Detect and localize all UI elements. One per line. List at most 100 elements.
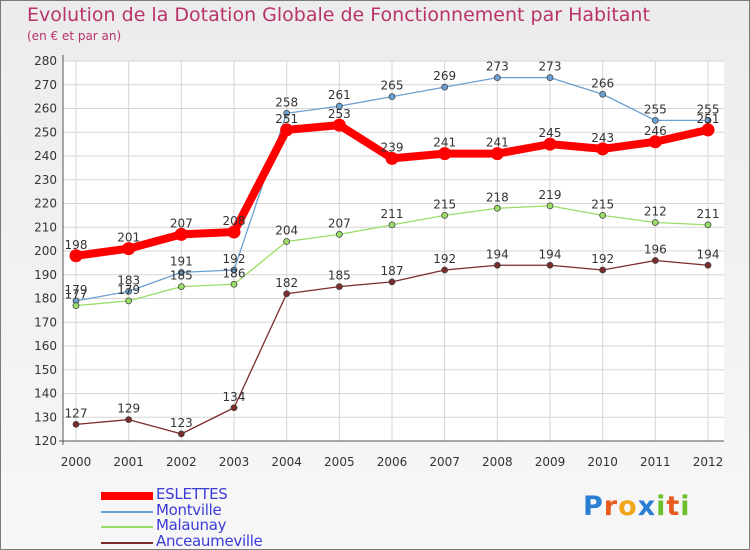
- data-label-malaunay: 186: [223, 266, 246, 280]
- proxiti-logo: Proxiti: [583, 491, 691, 522]
- y-tick-label: 250: [34, 125, 57, 139]
- data-label-montville: 255: [697, 102, 720, 116]
- data-point-anceaumeville: [599, 266, 607, 274]
- data-label-anceaumeville: 194: [539, 247, 562, 261]
- data-point-anceaumeville: [283, 290, 291, 298]
- data-point-malaunay: [546, 202, 554, 210]
- data-label-eslettes: 208: [223, 214, 246, 228]
- y-tick-label: 160: [34, 339, 57, 353]
- data-point-anceaumeville: [704, 261, 712, 269]
- data-point-eslettes: [438, 147, 452, 161]
- data-point-anceaumeville: [441, 266, 449, 274]
- data-label-montville: 258: [275, 95, 298, 109]
- logo-letter: P: [583, 491, 604, 522]
- data-label-malaunay: 204: [275, 224, 298, 238]
- x-tick-label: 2002: [166, 455, 197, 469]
- data-point-malaunay: [651, 219, 659, 226]
- data-point-malaunay: [704, 221, 712, 229]
- legend-label-eslettes: ESLETTES: [156, 485, 228, 503]
- legend-label-anceaumeville: Anceaumeville: [156, 532, 263, 550]
- data-label-anceaumeville: 194: [697, 247, 720, 261]
- data-point-montville: [230, 266, 238, 274]
- data-label-anceaumeville: 196: [644, 243, 667, 257]
- data-label-eslettes: 251: [275, 112, 298, 126]
- data-point-montville: [441, 83, 449, 91]
- data-point-anceaumeville: [651, 257, 659, 264]
- data-point-malaunay: [177, 283, 185, 291]
- y-tick-label: 240: [34, 149, 57, 163]
- data-point-eslettes: [280, 123, 294, 137]
- y-tick-label: 230: [34, 173, 57, 187]
- data-point-anceaumeville: [72, 420, 80, 428]
- data-label-eslettes: 239: [381, 140, 404, 154]
- data-label-malaunay: 185: [170, 269, 193, 283]
- data-label-anceaumeville: 129: [117, 402, 140, 416]
- data-point-anceaumeville: [546, 261, 554, 269]
- y-tick-label: 140: [34, 387, 57, 401]
- data-point-eslettes: [227, 225, 241, 239]
- data-label-anceaumeville: 185: [328, 269, 351, 283]
- legend-item-montville: Montville: [101, 501, 301, 519]
- x-tick-label: 2006: [377, 455, 408, 469]
- x-tick-label: 2011: [640, 455, 671, 469]
- data-point-malaunay: [283, 238, 291, 245]
- data-point-anceaumeville: [230, 404, 238, 412]
- logo-letter: i: [656, 491, 667, 522]
- data-point-eslettes: [543, 137, 557, 151]
- data-label-eslettes: 253: [328, 107, 351, 121]
- data-point-anceaumeville: [493, 261, 501, 269]
- logo-letter: x: [637, 491, 657, 522]
- y-tick-label: 220: [34, 197, 57, 211]
- data-label-eslettes: 243: [591, 131, 614, 145]
- data-point-eslettes: [174, 227, 188, 241]
- data-label-anceaumeville: 194: [486, 247, 509, 261]
- x-tick-label: 2001: [113, 455, 144, 469]
- y-tick-label: 200: [34, 244, 57, 258]
- data-point-malaunay: [388, 221, 396, 229]
- data-point-anceaumeville: [388, 278, 396, 286]
- y-tick-label: 190: [34, 268, 57, 282]
- data-point-eslettes: [385, 151, 399, 165]
- x-tick-label: 2004: [271, 455, 302, 469]
- y-tick-label: 120: [34, 434, 57, 448]
- data-label-anceaumeville: 192: [591, 252, 614, 266]
- data-point-malaunay: [72, 302, 80, 310]
- y-tick-label: 150: [34, 363, 57, 377]
- legend-label-montville: Montville: [156, 501, 222, 519]
- data-label-malaunay: 179: [117, 283, 140, 297]
- data-point-montville: [283, 109, 291, 117]
- logo-letter: o: [618, 491, 638, 522]
- y-tick-label: 130: [34, 410, 57, 424]
- data-point-eslettes: [648, 135, 662, 149]
- data-label-malaunay: 177: [65, 288, 88, 302]
- data-label-anceaumeville: 192: [433, 252, 456, 266]
- data-point-montville: [599, 90, 607, 98]
- chart-title: Evolution de la Dotation Globale de Fonc…: [27, 4, 650, 26]
- data-point-malaunay: [493, 204, 501, 212]
- data-label-anceaumeville: 123: [170, 416, 193, 430]
- data-label-montville: 265: [381, 79, 404, 93]
- y-tick-label: 170: [34, 315, 57, 329]
- data-point-anceaumeville: [125, 416, 133, 424]
- data-point-malaunay: [335, 230, 343, 238]
- legend-item-esllettes: ESLETTES: [101, 485, 301, 503]
- logo-letter: t: [666, 491, 681, 522]
- data-label-eslettes: 241: [433, 136, 456, 150]
- data-label-montville: 266: [591, 76, 614, 90]
- y-tick-label: 180: [34, 292, 57, 306]
- legend-item-malaunay: Malaunay: [101, 516, 301, 534]
- data-label-anceaumeville: 187: [381, 264, 404, 278]
- logo-letter: r: [603, 491, 619, 522]
- data-label-eslettes: 246: [644, 124, 667, 138]
- data-point-malaunay: [599, 211, 607, 219]
- legend-swatch-malaunay: [101, 526, 153, 528]
- data-point-eslettes: [701, 123, 715, 137]
- y-tick-label: 270: [34, 78, 57, 92]
- data-point-montville: [177, 268, 185, 276]
- chart-subtitle: (en € et par an): [27, 29, 122, 43]
- data-label-montville: 273: [539, 60, 562, 74]
- data-label-anceaumeville: 182: [275, 276, 298, 290]
- data-point-montville: [335, 102, 343, 110]
